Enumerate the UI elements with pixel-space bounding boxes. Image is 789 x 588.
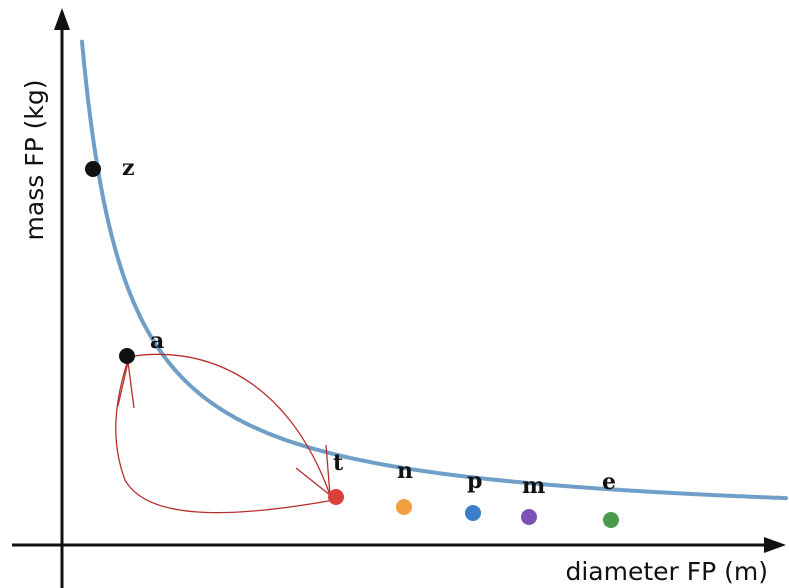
x-axis-arrowhead bbox=[764, 537, 786, 553]
point-m bbox=[521, 509, 537, 525]
arrow-path-upper bbox=[127, 353, 331, 496]
point-a bbox=[119, 348, 135, 364]
transition-arrows bbox=[115, 353, 335, 514]
y-axis-arrowhead bbox=[54, 8, 70, 30]
arrow-path-lower bbox=[115, 359, 335, 514]
label-a: a bbox=[150, 328, 164, 354]
label-e: e bbox=[602, 469, 616, 495]
label-z: z bbox=[122, 155, 135, 181]
label-n: n bbox=[397, 458, 413, 484]
x-axis-label: diameter FP (m) bbox=[565, 557, 768, 586]
point-n bbox=[396, 499, 412, 515]
point-z bbox=[85, 161, 101, 177]
label-p: p bbox=[467, 468, 482, 494]
y-axis-label: mass FP (kg) bbox=[20, 80, 49, 241]
label-t: t bbox=[333, 450, 344, 476]
point-e bbox=[603, 512, 619, 528]
point-labels: z a t n p m e bbox=[122, 155, 616, 499]
data-points bbox=[85, 161, 619, 528]
point-p bbox=[465, 505, 481, 521]
label-m: m bbox=[522, 473, 545, 499]
mass-diameter-curve bbox=[80, 39, 788, 501]
point-t bbox=[328, 489, 344, 505]
